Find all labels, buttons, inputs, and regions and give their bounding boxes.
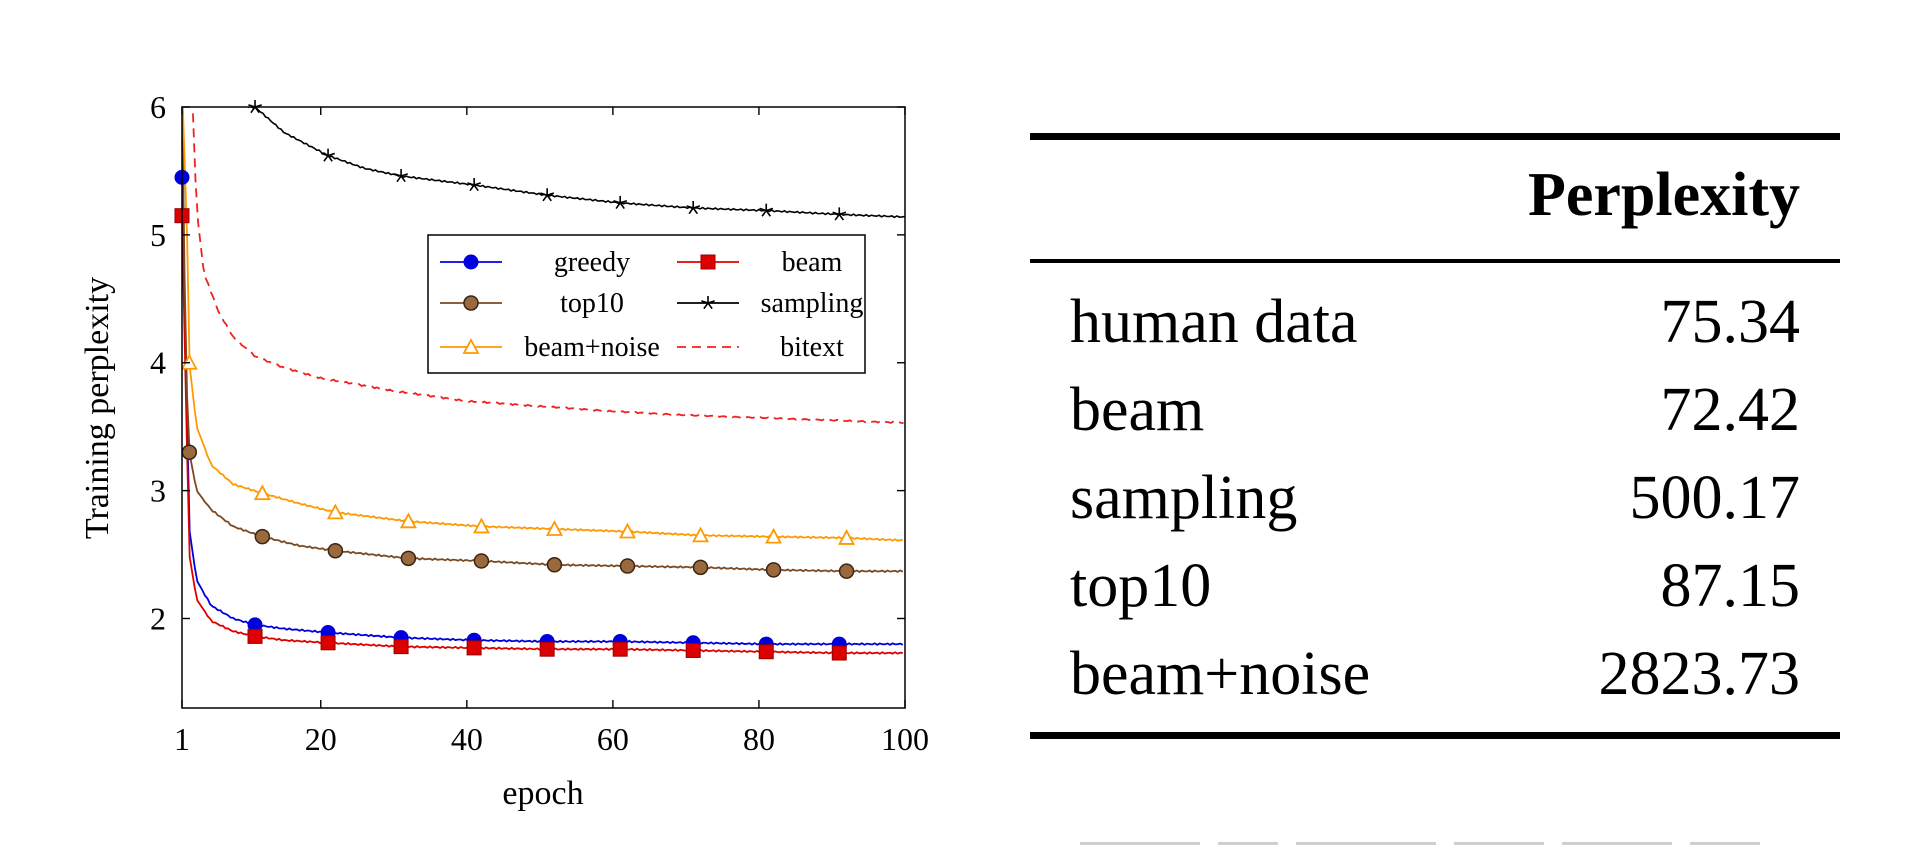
data-point-beam-noise	[692, 526, 710, 543]
data-point-top10	[327, 542, 344, 559]
legend-label-sampling: sampling	[761, 288, 864, 319]
legend-box	[427, 234, 866, 374]
legend-marker-top10	[463, 295, 479, 311]
table-row: sampling 500.17	[1070, 454, 1800, 542]
row-value: 75.34	[1660, 288, 1801, 356]
legend-label-top10: top10	[560, 288, 624, 319]
data-point-beam	[247, 628, 263, 644]
data-point-beam-noise	[472, 517, 490, 534]
data-point-beam-noise	[765, 527, 783, 544]
data-point-sampling	[540, 188, 555, 202]
data-point-sampling	[759, 203, 774, 217]
data-point-beam-noise	[545, 520, 563, 536]
cropped-text-fragment	[1080, 822, 1800, 848]
series-line-beam-noise	[182, 107, 903, 542]
column-header-perplexity: Perplexity	[1527, 161, 1800, 229]
y-axis-label: Training perplexity	[79, 277, 116, 539]
data-point-beam	[539, 641, 555, 657]
x-tick-label: 60	[597, 721, 629, 757]
data-point-top10	[619, 558, 636, 574]
x-axis-label: epoch	[502, 775, 583, 812]
x-tick-label: 40	[451, 721, 483, 757]
table-row: beam 72.42	[1070, 366, 1800, 454]
table-bottom-rule	[1030, 732, 1840, 739]
data-point-top10	[473, 553, 490, 569]
table-top-rule	[1030, 133, 1840, 140]
training-perplexity-chart: 1 20 40 60 80 100 2 3 4 5 6 epoch Training perplex…	[79, 89, 929, 812]
data-point-beam	[758, 644, 774, 660]
data-point-beam-noise	[399, 512, 417, 529]
row-value: 2823.73	[1598, 640, 1801, 708]
data-point-beam	[612, 641, 628, 657]
row-label: sampling	[1070, 464, 1298, 532]
data-point-beam	[320, 635, 336, 651]
data-point-beam-noise	[838, 529, 856, 545]
legend-marker-beam-noise	[462, 338, 480, 354]
legend-label-greedy: greedy	[554, 247, 630, 278]
data-point-beam	[393, 639, 409, 655]
data-point-top10	[765, 562, 782, 578]
data-point-sampling	[394, 169, 408, 183]
row-value: 500.17	[1629, 464, 1801, 532]
row-label: human data	[1070, 288, 1358, 356]
data-point-top10	[546, 557, 563, 573]
legend-label-bitext: bitext	[780, 332, 844, 363]
y-tick-label: 2	[150, 600, 166, 636]
data-point-beam	[685, 642, 701, 658]
legend-marker-beam	[700, 254, 716, 270]
x-tick-label: 80	[743, 721, 775, 757]
y-tick-label: 4	[150, 345, 166, 381]
y-tick-label: 5	[150, 217, 166, 253]
table-row: beam+noise 2823.73	[1070, 630, 1800, 718]
data-point-top10	[838, 563, 855, 579]
data-point-top10	[254, 528, 271, 545]
series-line-top10	[182, 107, 904, 573]
data-point-sampling	[832, 207, 847, 221]
legend: greedy beam top10 sampling beam+noise bitext	[427, 234, 866, 374]
legend-label-beam-noise: beam+noise	[524, 332, 660, 363]
legend-label-beam: beam	[782, 247, 843, 278]
y-tick-label: 3	[150, 473, 166, 509]
x-tick-label: 1	[174, 721, 190, 757]
data-point-top10	[400, 550, 417, 567]
data-point-beam	[466, 640, 482, 656]
y-tick-label: 6	[150, 89, 166, 125]
row-label: top10	[1070, 552, 1212, 620]
table-row: top10 87.15	[1070, 542, 1800, 630]
data-point-sampling	[248, 100, 262, 114]
x-tick-label: 100	[881, 721, 929, 757]
legend-marker-sampling	[701, 296, 715, 310]
x-tick-label: 20	[305, 721, 337, 757]
data-point-sampling	[613, 195, 628, 210]
data-point-beam-noise	[618, 522, 636, 539]
row-label: beam+noise	[1070, 640, 1371, 708]
series-line-sampling	[247, 107, 905, 219]
legend-marker-greedy	[463, 254, 479, 270]
data-point-sampling	[321, 148, 335, 162]
data-point-beam-noise	[253, 484, 271, 501]
data-point-beam-noise	[326, 503, 344, 520]
data-point-sampling	[686, 201, 701, 215]
row-value: 72.42	[1660, 376, 1801, 444]
data-point-sampling	[467, 177, 482, 192]
row-value: 87.15	[1660, 552, 1801, 620]
row-label: beam	[1070, 376, 1205, 444]
data-point-beam	[831, 645, 847, 661]
data-point-top10	[692, 559, 709, 576]
data-point-top10	[181, 444, 198, 461]
table-row: human data 75.34	[1070, 278, 1800, 366]
table-header-rule	[1030, 259, 1840, 263]
plot-frame	[181, 106, 906, 709]
